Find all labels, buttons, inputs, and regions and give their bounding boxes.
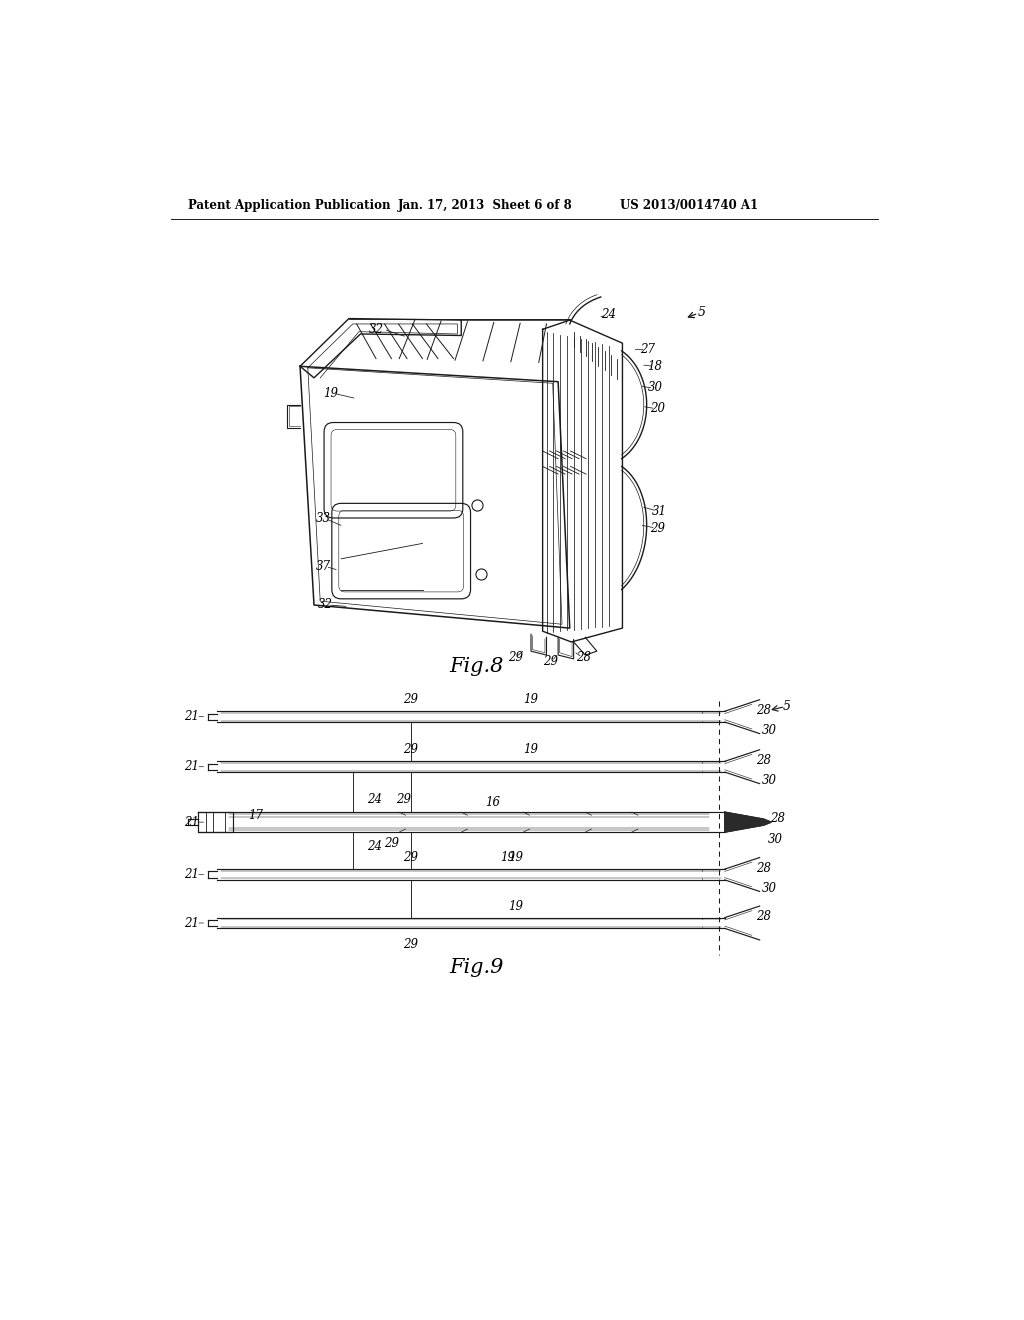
Text: 30: 30 <box>647 381 663 395</box>
Text: 28: 28 <box>756 754 771 767</box>
Text: 19: 19 <box>508 899 523 912</box>
Text: 21: 21 <box>184 816 199 829</box>
Text: 19: 19 <box>508 851 523 865</box>
Text: 33: 33 <box>315 512 331 525</box>
Text: 5: 5 <box>782 700 791 713</box>
Text: 29: 29 <box>508 651 523 664</box>
Text: 20: 20 <box>650 403 665 416</box>
Text: 16: 16 <box>484 796 500 809</box>
Text: 32: 32 <box>369 323 384 335</box>
Text: 24: 24 <box>367 841 382 853</box>
Text: 19: 19 <box>324 387 339 400</box>
Text: 29: 29 <box>403 939 419 952</box>
Text: 28: 28 <box>756 862 771 875</box>
Text: 29: 29 <box>543 655 558 668</box>
Text: 19: 19 <box>523 693 539 706</box>
Text: 21: 21 <box>184 710 199 723</box>
Text: 29: 29 <box>650 521 665 535</box>
Text: 28: 28 <box>770 812 785 825</box>
Text: Fig.9: Fig.9 <box>450 958 504 977</box>
Text: 30: 30 <box>762 723 776 737</box>
Text: 18: 18 <box>647 360 663 372</box>
Text: Patent Application Publication: Patent Application Publication <box>188 199 391 213</box>
Text: 21: 21 <box>184 869 199 880</box>
Text: 21: 21 <box>184 916 199 929</box>
Text: 31: 31 <box>651 504 667 517</box>
Text: US 2013/0014740 A1: US 2013/0014740 A1 <box>621 199 758 213</box>
Text: 19: 19 <box>523 743 539 756</box>
Text: Fig.8: Fig.8 <box>450 657 504 676</box>
Text: 30: 30 <box>762 882 776 895</box>
Text: 29: 29 <box>403 743 419 756</box>
Text: 29: 29 <box>384 837 399 850</box>
Text: 28: 28 <box>756 704 771 717</box>
Text: Jan. 17, 2013  Sheet 6 of 8: Jan. 17, 2013 Sheet 6 of 8 <box>397 199 572 213</box>
Text: 29: 29 <box>395 792 411 805</box>
Polygon shape <box>725 812 771 832</box>
Text: 24: 24 <box>367 792 382 805</box>
Text: 29: 29 <box>403 851 419 865</box>
Text: 29: 29 <box>403 693 419 706</box>
Text: 37: 37 <box>315 560 331 573</box>
Text: 28: 28 <box>756 911 771 924</box>
Text: 17: 17 <box>249 809 263 822</box>
Text: 32: 32 <box>318 598 333 611</box>
Text: 21: 21 <box>184 760 199 774</box>
Text: 30: 30 <box>768 833 782 846</box>
Text: 28: 28 <box>577 651 591 664</box>
Text: 19: 19 <box>501 851 515 865</box>
Text: 30: 30 <box>762 774 776 787</box>
Text: 24: 24 <box>601 308 616 321</box>
Text: 5: 5 <box>697 306 706 319</box>
Text: 27: 27 <box>640 343 654 356</box>
